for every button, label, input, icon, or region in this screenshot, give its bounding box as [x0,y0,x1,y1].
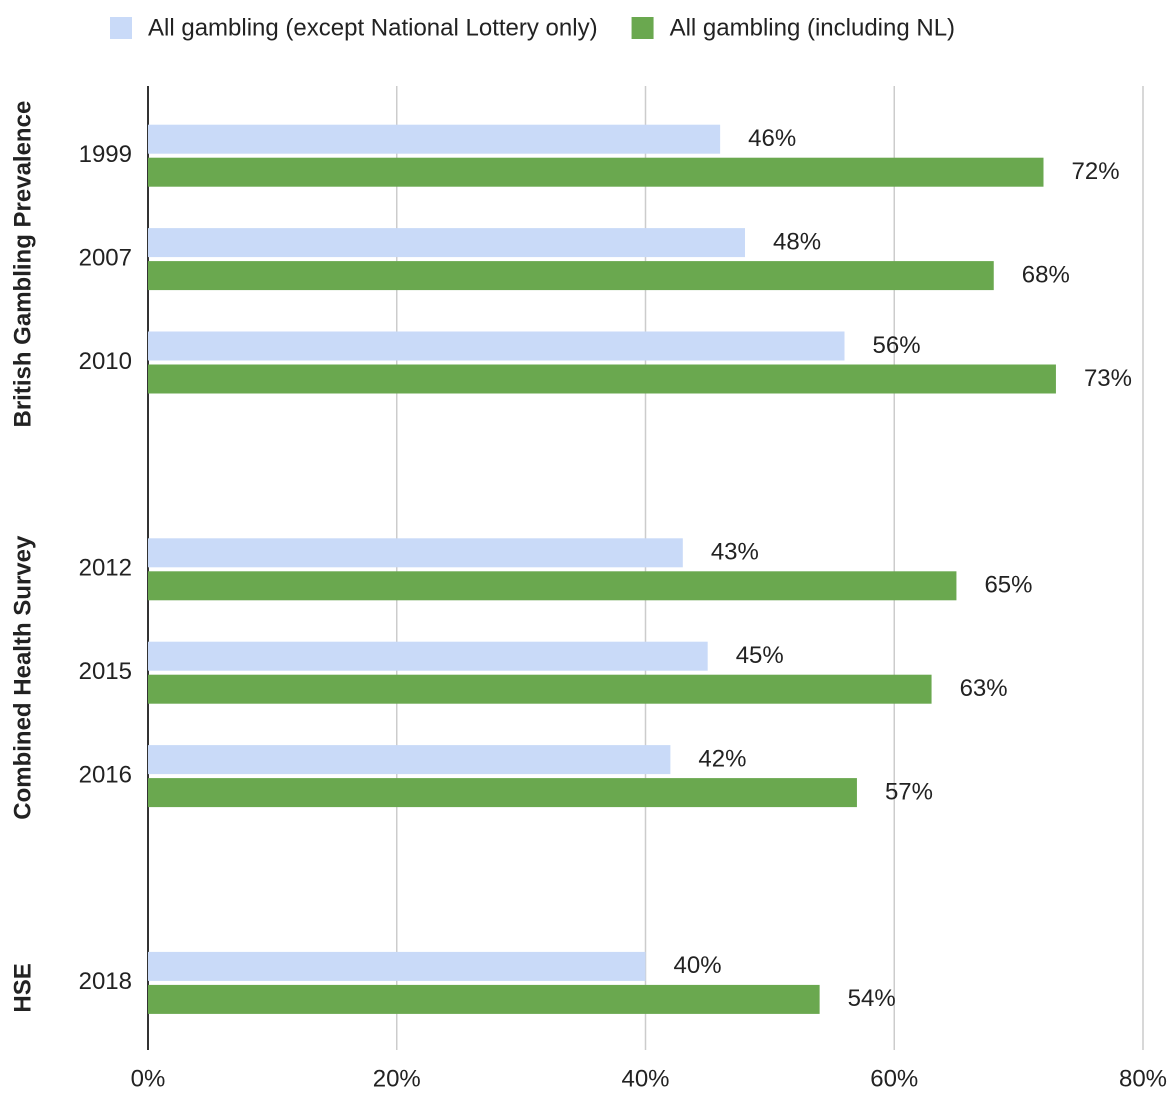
legend-swatch [631,17,654,39]
bar [148,641,708,671]
bar [148,157,1044,187]
data-label: 48% [773,228,821,255]
legend-label: All gambling (including NL) [670,14,955,41]
bar [148,984,820,1014]
data-label: 73% [1084,365,1132,392]
data-label: 63% [960,675,1008,702]
group-label: British Gambling Prevalence [9,101,36,428]
bar [148,571,957,601]
data-label: 72% [1072,158,1120,185]
y-tick-label: 2012 [79,555,132,582]
x-tick-label: 40% [621,1065,669,1092]
bar [148,124,721,154]
group-label: Combined Health Survey [9,535,36,820]
y-tick-label: 2010 [79,348,132,375]
bar [148,331,845,361]
data-label: 40% [674,952,722,979]
bar [148,228,745,258]
x-tick-label: 20% [373,1065,421,1092]
y-tick-label: 2015 [79,658,132,685]
bar [148,364,1056,394]
data-label: 57% [885,778,933,805]
x-tick-label: 60% [870,1065,918,1092]
data-label: 68% [1022,261,1070,288]
legend-swatch [110,17,132,39]
x-tick-label: 80% [1119,1065,1167,1092]
y-tick-label: 2016 [79,761,132,788]
bar [148,745,671,775]
data-label: 42% [698,745,746,772]
x-tick-label: 0% [131,1065,166,1092]
bar [148,778,857,808]
data-label: 45% [736,642,784,669]
bar [148,674,932,704]
data-label: 56% [873,332,921,359]
y-tick-label: 1999 [79,141,132,168]
bar [148,261,994,291]
bar [148,951,646,981]
group-label: HSE [9,963,36,1012]
data-label: 65% [984,572,1032,599]
data-label: 43% [711,539,759,566]
data-label: 54% [848,985,896,1012]
y-tick-label: 2007 [79,244,132,271]
bar [148,538,683,568]
y-tick-label: 2018 [79,968,132,995]
data-label: 46% [748,125,796,152]
legend-label: All gambling (except National Lottery on… [148,14,598,41]
